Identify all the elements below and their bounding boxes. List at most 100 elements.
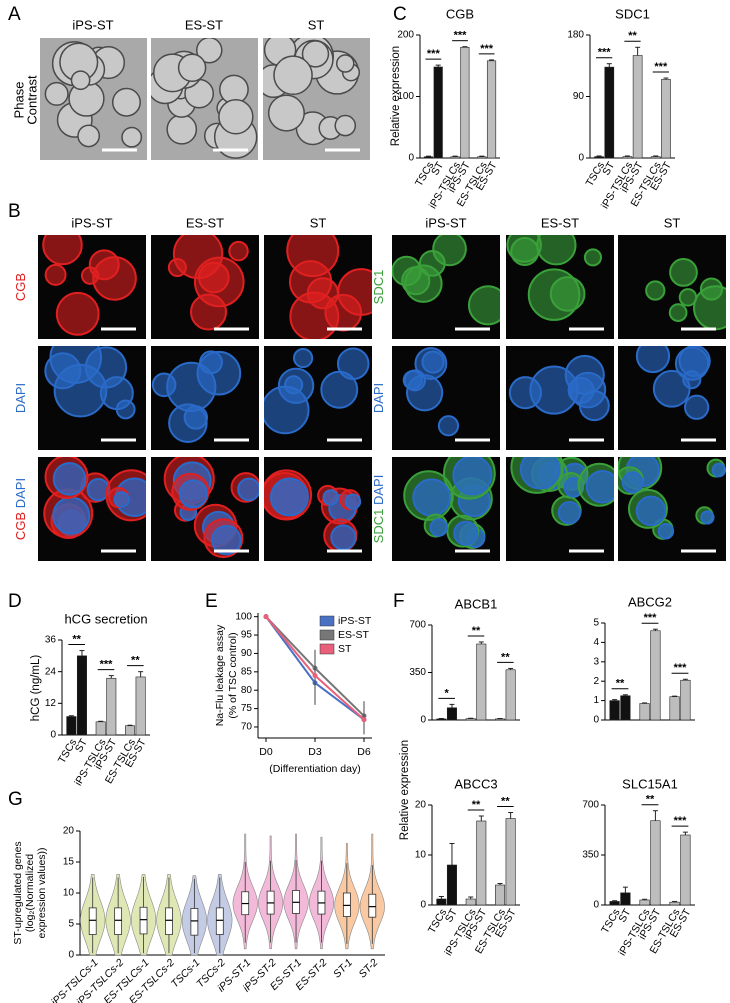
micrograph (618, 235, 726, 339)
cell (412, 478, 451, 517)
legend-swatch (319, 615, 335, 627)
y-axis-label: (log₂(Normalized (24, 854, 36, 932)
y-tick-label: 20 (63, 826, 75, 837)
cell (668, 303, 688, 322)
significance-label: *** (480, 43, 494, 55)
cell (269, 477, 309, 517)
panel-label: F (393, 591, 405, 612)
y-tick-label: 350 (582, 850, 599, 861)
significance-label: ** (628, 30, 637, 42)
cell (178, 479, 208, 509)
cell (432, 235, 467, 267)
image-content (508, 354, 610, 422)
row-label: DAPI (13, 383, 28, 413)
bar (505, 669, 516, 721)
bar (620, 695, 631, 721)
cell (711, 462, 726, 478)
cell (44, 81, 69, 106)
panel-label: D (8, 591, 22, 612)
cell (510, 237, 540, 267)
image-content (43, 457, 146, 540)
point (312, 673, 318, 678)
x-tick-label: D3 (308, 746, 322, 758)
cell (452, 457, 493, 496)
y-tick-label: 2 (593, 676, 599, 687)
y-tick-label: 5 (68, 919, 74, 930)
row-label: Contrast (24, 75, 39, 125)
cell (527, 268, 581, 321)
significance-label: *** (454, 30, 468, 42)
y-tick-label: 90 (573, 91, 585, 102)
significance-label: * (445, 687, 450, 699)
box (215, 907, 224, 935)
cell (193, 256, 245, 308)
cell (336, 347, 370, 381)
row-label: CGB DAPI (13, 478, 28, 540)
x-tick-label: ST (600, 159, 617, 177)
significance-label: *** (427, 48, 441, 60)
image-content (42, 235, 137, 336)
image-content (44, 41, 143, 148)
cell (306, 277, 339, 310)
y-axis-label: hCG (ng/mL) (30, 655, 42, 722)
box (88, 907, 97, 935)
cell (437, 415, 460, 437)
cell (657, 522, 675, 540)
chart-title: ABCB1 (455, 596, 498, 611)
micrograph (506, 235, 614, 339)
bar (650, 630, 661, 721)
bar (477, 156, 487, 159)
bar (609, 901, 620, 906)
y-axis-label: Relative expression (399, 740, 411, 840)
column-label: iPS-ST (72, 17, 113, 32)
y-axis-label: expression values)) (36, 847, 48, 938)
bar (609, 700, 620, 721)
chart-title: CGB (446, 6, 474, 21)
bar (495, 884, 506, 906)
y-tick-label: 0 (420, 715, 426, 726)
significance-label: *** (644, 612, 658, 624)
cell (330, 524, 357, 551)
column-label: ES-ST (185, 17, 223, 32)
y-tick-label: 0 (408, 153, 414, 164)
bar (446, 864, 457, 906)
image-content (151, 38, 258, 159)
chart-title: SLC15A1 (622, 776, 678, 791)
bar (436, 718, 447, 721)
micrograph (38, 346, 146, 450)
significance-label: *** (654, 61, 668, 73)
column-label: ES-ST (186, 215, 224, 230)
bar (135, 676, 146, 736)
image-content (263, 38, 361, 146)
cell (264, 385, 310, 435)
image-content (403, 457, 496, 549)
bar (95, 721, 106, 736)
cell (293, 347, 314, 369)
y-tick-label: 12 (45, 698, 57, 709)
row-label-part: CGB (13, 512, 28, 540)
y-axis-label: Na-Flu leakage assay (214, 624, 226, 726)
cell (286, 235, 340, 278)
bar (460, 46, 470, 159)
micrograph (392, 235, 500, 339)
bar (476, 643, 487, 721)
y-tick-label: 180 (567, 30, 584, 41)
bar (450, 156, 460, 159)
cell (583, 248, 602, 267)
cell (88, 249, 120, 281)
row-label: Phase (11, 82, 26, 119)
cell (111, 87, 141, 117)
x-tick-label: ST (443, 906, 460, 924)
micrograph (151, 235, 259, 339)
cell (322, 489, 339, 506)
micrograph (151, 457, 259, 561)
significance-label: *** (674, 662, 688, 674)
y-tick-label: 80 (241, 685, 253, 696)
y-tick-label: 95 (241, 630, 253, 641)
column-label: ES-ST (541, 215, 579, 230)
row-label-part: CGB (13, 273, 28, 301)
micrograph (264, 235, 372, 339)
micrograph (38, 235, 146, 339)
y-tick-label: 0 (593, 715, 599, 726)
row-label-part: DAPI (13, 383, 28, 413)
